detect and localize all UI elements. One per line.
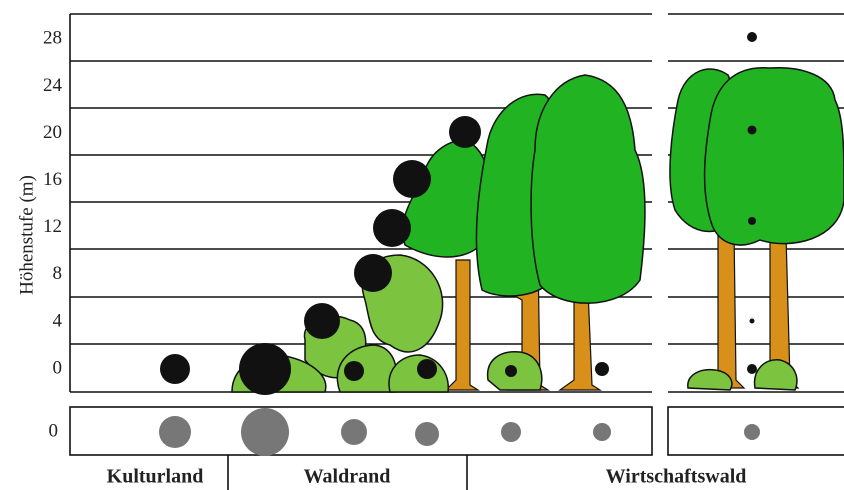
zone-label: Waldrand <box>304 466 391 488</box>
y-tick-label: 8 <box>53 263 63 284</box>
y-tick-label: 20 <box>43 122 62 143</box>
zone-label: Kulturland <box>107 466 204 488</box>
axis-label: Höhenstufe (m) <box>16 175 37 295</box>
y-tick-label: 12 <box>43 216 62 237</box>
y-tick-label: 16 <box>43 169 62 190</box>
figure: Höhenstufe (m) 0 Kulturland Waldrand Wir… <box>0 0 844 490</box>
zone-label: Wirtschaftswald <box>606 466 747 488</box>
y-tick-label: 24 <box>43 75 63 96</box>
y-tick-label: 0 <box>53 357 63 378</box>
y-tick-label: 4 <box>53 310 63 331</box>
y-tick-label: 28 <box>43 28 62 49</box>
ground-tick: 0 <box>49 420 59 441</box>
